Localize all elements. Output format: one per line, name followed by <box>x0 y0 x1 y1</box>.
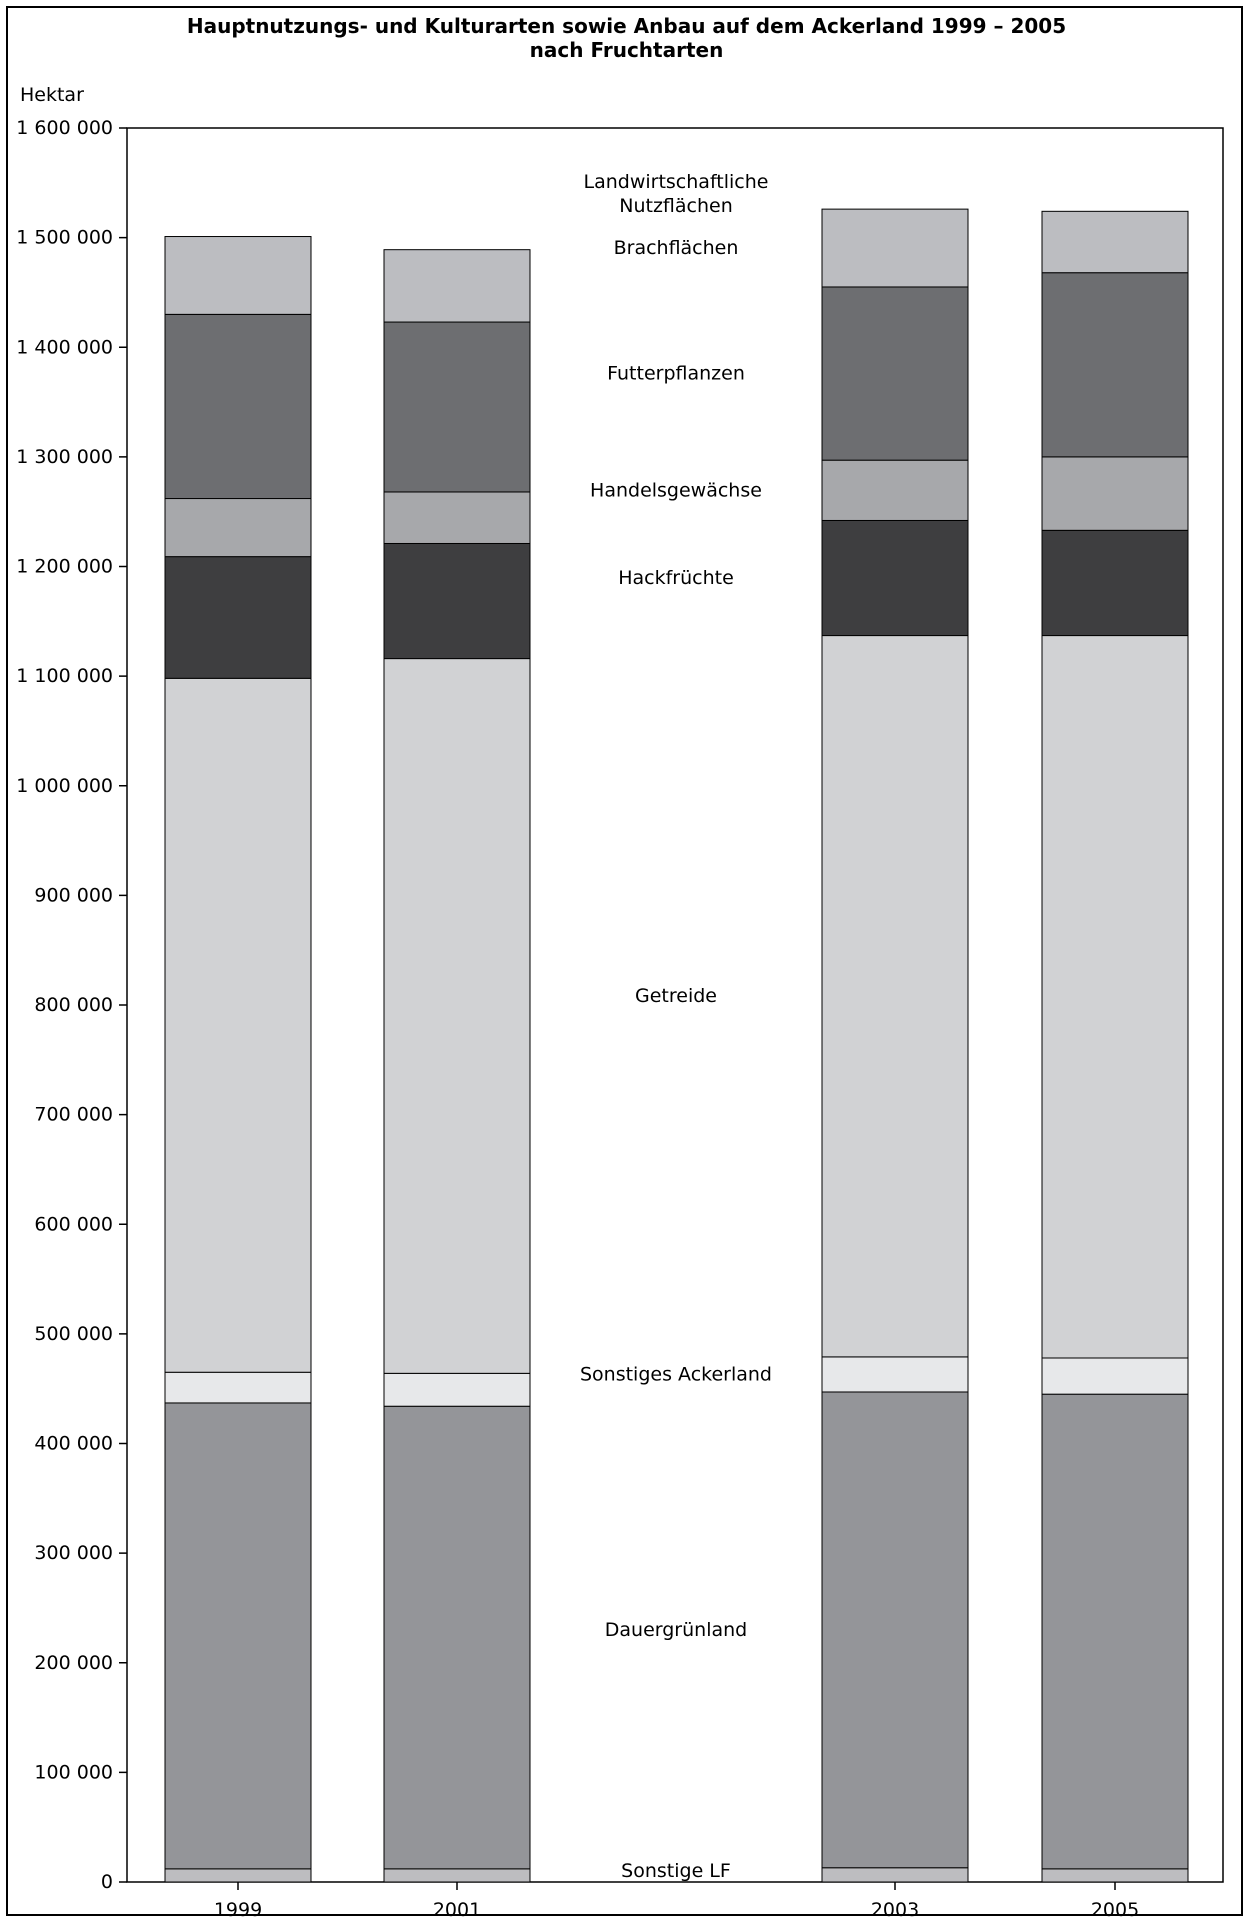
bar-segment-2001-sonstige-lf <box>383 1868 531 1883</box>
bar-segment-2003-getreide <box>821 635 969 1358</box>
bar-segment-2003-hackfrüchte <box>821 519 969 637</box>
series-label-landwirtschaftliche: Landwirtschaftliche Nutzflächen <box>584 171 769 217</box>
bar-segment-1999-brachflächen <box>164 236 312 315</box>
bar-segment-1999-sonstige-lf <box>164 1868 312 1883</box>
series-label-getreide: Getreide <box>635 985 717 1007</box>
y-tick-label-800000: 800 000 <box>34 994 113 1016</box>
bar-segment-2003-handelsgewächse <box>821 459 969 521</box>
bar-segment-1999-getreide <box>164 677 312 1373</box>
y-tick-label-1400000: 1 400 000 <box>16 336 113 358</box>
bar-segment-2005-getreide <box>1041 635 1189 1359</box>
y-axis-label: Hektar <box>20 84 84 106</box>
series-label-sonstige-lf: Sonstige LF <box>621 1860 731 1882</box>
bar-segment-2005-handelsgewächse <box>1041 456 1189 531</box>
chart-title: Hauptnutzungs- und Kulturarten sowie Anb… <box>186 14 1067 62</box>
x-tick-label-2005: 2005 <box>1091 1899 1139 1921</box>
series-label-brachflächen: Brachflächen <box>614 237 739 259</box>
bar-segment-2005-brachflächen <box>1041 210 1189 274</box>
bar-segment-2001-brachflächen <box>383 249 531 323</box>
bar-segment-2005-sonstiges-ackerland <box>1041 1357 1189 1395</box>
x-tick-label-2001: 2001 <box>433 1899 481 1921</box>
bar-segment-1999-hackfrüchte <box>164 556 312 679</box>
y-tick-label-1200000: 1 200 000 <box>16 556 113 578</box>
x-tick-label-1999: 1999 <box>214 1899 262 1921</box>
bar-segment-2003-dauergrünland <box>821 1391 969 1869</box>
bar-segment-2001-getreide <box>383 658 531 1374</box>
bar-segment-2005-dauergrünland <box>1041 1393 1189 1870</box>
y-tick-label-700000: 700 000 <box>34 1104 113 1126</box>
y-tick-label-200000: 200 000 <box>34 1652 113 1674</box>
bar-segment-2001-futterpflanzen <box>383 321 531 493</box>
bar-segment-2005-hackfrüchte <box>1041 529 1189 637</box>
y-tick-label-1600000: 1 600 000 <box>16 117 113 139</box>
bar-segment-2001-sonstiges-ackerland <box>383 1372 531 1407</box>
bar-segment-2005-futterpflanzen <box>1041 272 1189 458</box>
series-label-sonstiges-ackerland: Sonstiges Ackerland <box>580 1363 772 1385</box>
series-label-hackfrüchte: Hackfrüchte <box>618 567 734 589</box>
y-tick-label-0: 0 <box>101 1871 113 1893</box>
y-tick-label-1000000: 1 000 000 <box>16 775 113 797</box>
bar-segment-2003-futterpflanzen <box>821 286 969 461</box>
chart-frame <box>6 6 1243 1916</box>
bar-segment-2003-sonstige-lf <box>821 1867 969 1883</box>
bar-segment-1999-handelsgewächse <box>164 498 312 558</box>
bar-segment-2001-hackfrüchte <box>383 542 531 660</box>
bar-segment-1999-futterpflanzen <box>164 313 312 500</box>
bar-segment-2003-brachflächen <box>821 208 969 288</box>
x-tick-label-2003: 2003 <box>871 1899 919 1921</box>
bar-segment-2005-sonstige-lf <box>1041 1868 1189 1883</box>
series-label-futterpflanzen: Futterpflanzen <box>607 363 745 385</box>
y-tick-label-1500000: 1 500 000 <box>16 227 113 249</box>
y-tick-label-1100000: 1 100 000 <box>16 665 113 687</box>
y-tick-label-500000: 500 000 <box>34 1323 113 1345</box>
y-tick-label-400000: 400 000 <box>34 1433 113 1455</box>
bar-segment-2003-sonstiges-ackerland <box>821 1356 969 1393</box>
bar-segment-1999-sonstiges-ackerland <box>164 1371 312 1404</box>
bar-segment-1999-dauergrünland <box>164 1402 312 1870</box>
bar-segment-2001-handelsgewächse <box>383 491 531 544</box>
bar-segment-2001-dauergrünland <box>383 1405 531 1870</box>
y-tick-label-600000: 600 000 <box>34 1213 113 1235</box>
series-label-handelsgewächse: Handelsgewächse <box>590 479 762 501</box>
y-tick-label-300000: 300 000 <box>34 1542 113 1564</box>
y-tick-label-1300000: 1 300 000 <box>16 446 113 468</box>
y-tick-label-900000: 900 000 <box>34 884 113 906</box>
y-tick-label-100000: 100 000 <box>34 1761 113 1783</box>
series-label-dauergrünland: Dauergrünland <box>605 1619 747 1641</box>
